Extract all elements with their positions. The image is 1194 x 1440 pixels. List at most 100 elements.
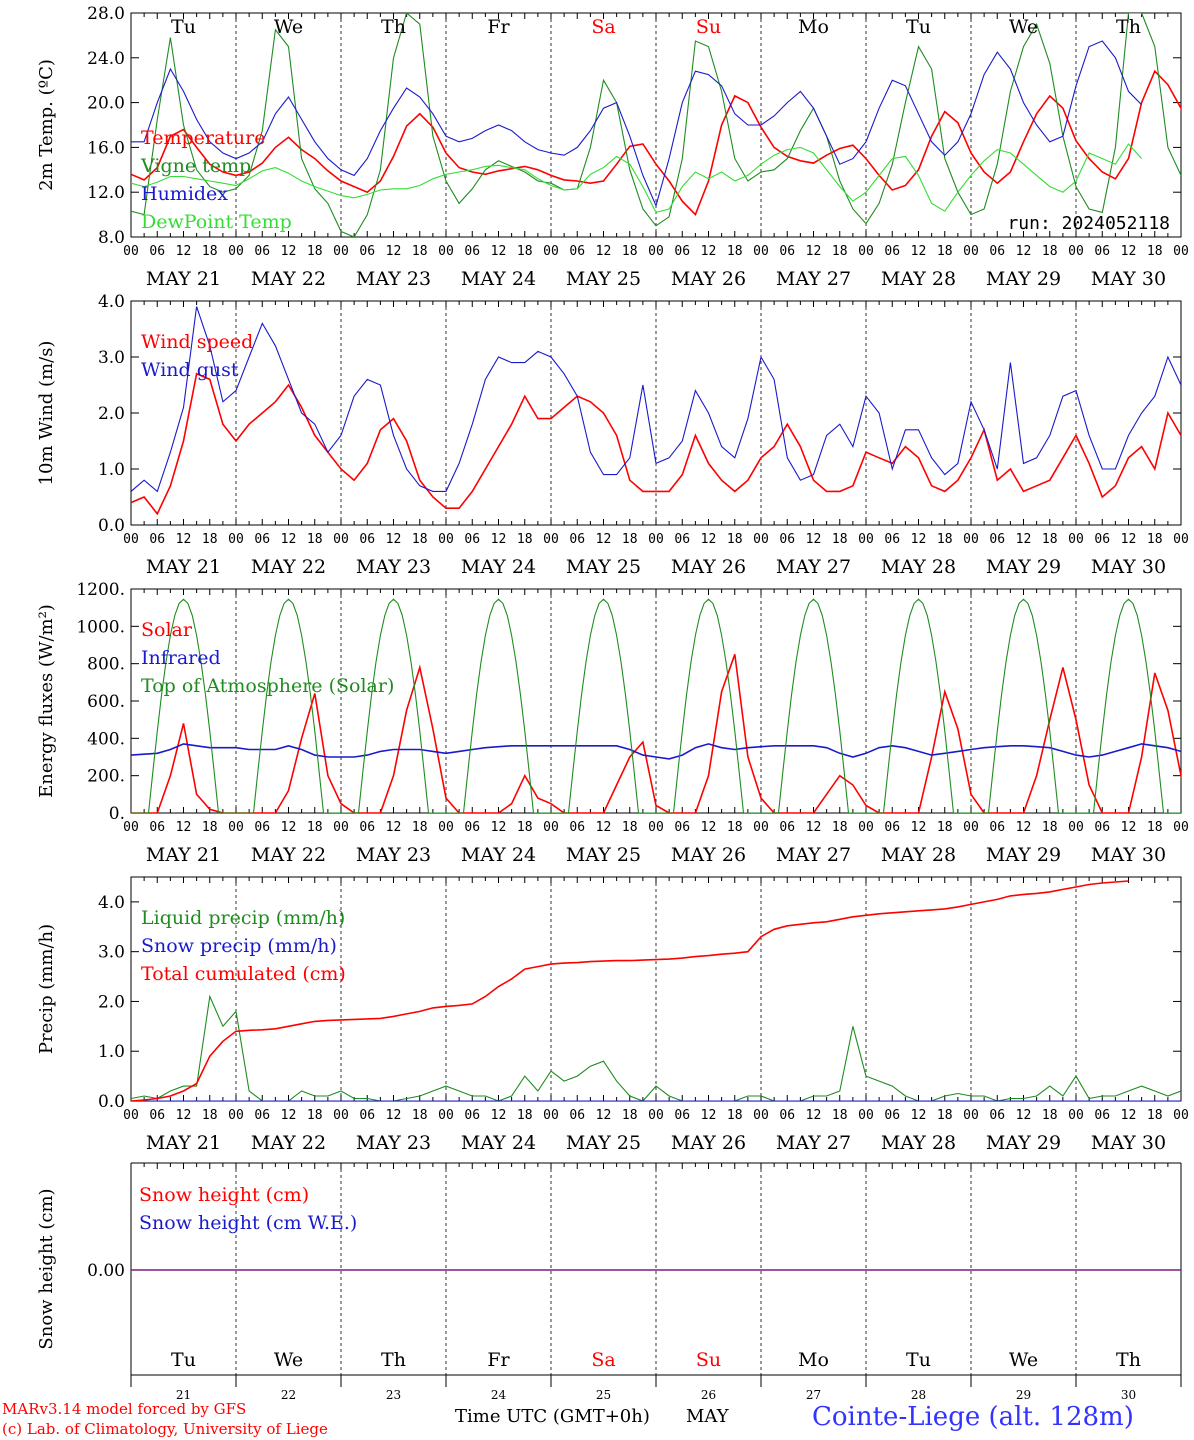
hour-tick-label: 18 bbox=[622, 820, 638, 835]
hour-tick-label: 12 bbox=[911, 532, 927, 547]
weekday-label: We bbox=[274, 16, 303, 38]
hour-tick-label: 00 bbox=[543, 1108, 559, 1123]
y-tick-label: 16.0 bbox=[87, 138, 125, 158]
weekday-label: Tu bbox=[906, 16, 931, 38]
hour-tick-label: 12 bbox=[491, 532, 507, 547]
hour-tick-label: 06 bbox=[674, 820, 690, 835]
hour-tick-label: 06 bbox=[674, 532, 690, 547]
hour-tick-label: 18 bbox=[202, 532, 218, 547]
legend-entry: Total cumulated (cm) bbox=[141, 963, 346, 985]
date-label: MAY 23 bbox=[356, 556, 431, 578]
series-line-wind-speed bbox=[131, 372, 1181, 516]
legend-entry: Infrared bbox=[141, 647, 221, 669]
run-annotation: run: 2024052118 bbox=[1007, 213, 1170, 234]
date-label: MAY 28 bbox=[881, 844, 956, 866]
hour-tick-label: 06 bbox=[989, 244, 1005, 259]
y-tick-label: 0.00 bbox=[87, 1261, 125, 1281]
hour-tick-label: 06 bbox=[569, 532, 585, 547]
date-label: MAY 27 bbox=[776, 1132, 851, 1154]
hour-tick-label: 00 bbox=[753, 244, 769, 259]
hour-tick-label: 00 bbox=[333, 244, 349, 259]
legend-entry: Temperature bbox=[141, 127, 265, 149]
date-label: MAY 29 bbox=[986, 556, 1061, 578]
date-label: MAY 22 bbox=[251, 1132, 326, 1154]
hour-tick-label: 00 bbox=[438, 244, 454, 259]
hour-tick-label: 06 bbox=[464, 532, 480, 547]
weekday-label: Th bbox=[381, 16, 406, 38]
hour-tick-label: 12 bbox=[386, 820, 402, 835]
hour-tick-label: 00 bbox=[228, 244, 244, 259]
hour-tick-label: 00 bbox=[963, 1108, 979, 1123]
date-label: MAY 23 bbox=[356, 844, 431, 866]
hour-tick-label: 12 bbox=[806, 1108, 822, 1123]
hour-tick-label: 12 bbox=[701, 1108, 717, 1123]
y-tick-label: 1200. bbox=[76, 580, 125, 600]
chart-panel-5: 0.00 Snow height (cm) Snow height (cm) Snow… bbox=[36, 1162, 1182, 1402]
chart-panel-3: 00 06 12 18 00 06 12 18 00 06 12 18 00 06 12 18 00 06 12 18… bbox=[36, 580, 1189, 866]
hour-tick-label: 12 bbox=[701, 532, 717, 547]
hour-tick-label: 12 bbox=[701, 820, 717, 835]
hour-tick-label: 00 bbox=[1173, 820, 1189, 835]
date-label: MAY 21 bbox=[146, 268, 221, 290]
date-label: MAY 24 bbox=[461, 268, 536, 290]
legend-entry: DewPoint Temp bbox=[141, 211, 292, 233]
hour-tick-label: 18 bbox=[832, 1108, 848, 1123]
hour-tick-label: 06 bbox=[674, 1108, 690, 1123]
hour-tick-label: 06 bbox=[884, 244, 900, 259]
hour-tick-label: 12 bbox=[596, 820, 612, 835]
hour-tick-label: 12 bbox=[806, 820, 822, 835]
weekday-label: Sa bbox=[591, 1349, 615, 1371]
hour-tick-label: 18 bbox=[412, 1108, 428, 1123]
hour-tick-label: 06 bbox=[1094, 1108, 1110, 1123]
hour-tick-label: 00 bbox=[1068, 244, 1084, 259]
hour-tick-label: 06 bbox=[779, 244, 795, 259]
hour-tick-label: 18 bbox=[517, 1108, 533, 1123]
hour-tick-label: 18 bbox=[622, 532, 638, 547]
hour-tick-label: 06 bbox=[464, 244, 480, 259]
hour-tick-label: 06 bbox=[674, 244, 690, 259]
hour-tick-label: 18 bbox=[307, 532, 323, 547]
model-credit-line1: MARv3.14 model forced by GFS bbox=[2, 1400, 247, 1418]
y-tick-label: 24.0 bbox=[87, 49, 125, 69]
date-label: MAY 23 bbox=[356, 1132, 431, 1154]
weekday-label: Th bbox=[1116, 16, 1141, 38]
legend-entry: Humidex bbox=[141, 183, 228, 205]
day-number: 24 bbox=[491, 1388, 507, 1402]
weekday-label: Tu bbox=[171, 1349, 196, 1371]
y-tick-label: 8.0 bbox=[98, 228, 125, 248]
hour-tick-label: 12 bbox=[806, 244, 822, 259]
hour-tick-label: 06 bbox=[989, 532, 1005, 547]
series-line-temperature bbox=[131, 69, 1181, 217]
hour-tick-label: 06 bbox=[149, 1108, 165, 1123]
day-number: 25 bbox=[596, 1388, 611, 1402]
hour-tick-label: 18 bbox=[1147, 1108, 1163, 1123]
series-line-wind-gust bbox=[131, 306, 1181, 493]
series-line-infrared bbox=[131, 743, 1181, 760]
hour-tick-label: 06 bbox=[569, 1108, 585, 1123]
y-tick-label: 4.0 bbox=[98, 292, 125, 312]
hour-tick-label: 06 bbox=[1094, 820, 1110, 835]
date-label: MAY 21 bbox=[146, 556, 221, 578]
hour-tick-label: 18 bbox=[727, 820, 743, 835]
hour-tick-label: 12 bbox=[596, 244, 612, 259]
y-tick-label: 3.0 bbox=[98, 348, 125, 368]
hour-tick-label: 06 bbox=[779, 1108, 795, 1123]
hour-tick-label: 18 bbox=[202, 244, 218, 259]
hour-tick-label: 18 bbox=[727, 532, 743, 547]
legend-entry: Solar bbox=[141, 619, 193, 641]
hour-tick-label: 06 bbox=[884, 532, 900, 547]
y-tick-label: 1.0 bbox=[98, 1042, 125, 1062]
hour-tick-label: 12 bbox=[1016, 532, 1032, 547]
hour-tick-label: 18 bbox=[412, 532, 428, 547]
plot-frame bbox=[130, 588, 1182, 814]
legend-entry: Liquid precip (mm/h) bbox=[141, 907, 345, 929]
hour-tick-label: 12 bbox=[176, 820, 192, 835]
hour-tick-label: 00 bbox=[1068, 532, 1084, 547]
series-line-humidex bbox=[131, 40, 1142, 208]
hour-tick-label: 18 bbox=[727, 1108, 743, 1123]
hour-tick-label: 18 bbox=[1147, 532, 1163, 547]
hour-tick-label: 00 bbox=[543, 244, 559, 259]
legend-entry: Snow height (cm W.E.) bbox=[139, 1212, 357, 1234]
xaxis-title: Time UTC (GMT+0h) bbox=[455, 1406, 650, 1427]
hour-tick-label: 12 bbox=[491, 1108, 507, 1123]
